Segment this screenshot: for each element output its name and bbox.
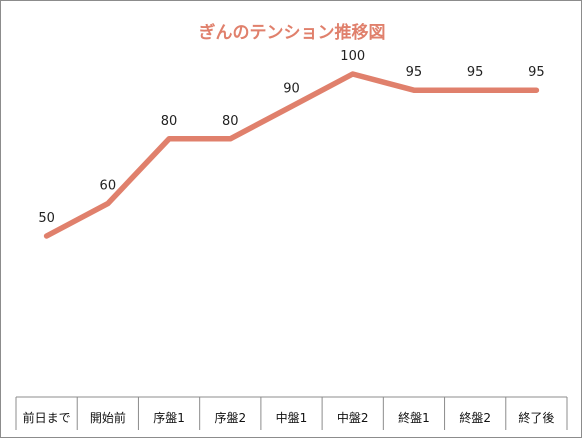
x-axis: 前日まで 開始前 序盤1 序盤2 中盤1 中盤2 終盤1 終盤2 終了後 (15, 396, 568, 430)
data-label: 95 (467, 65, 484, 80)
x-tick-label: 終了後 (518, 410, 554, 425)
x-tick-label: 終盤2 (459, 410, 491, 425)
chart-title: ぎんのテンション推移図 (199, 22, 386, 43)
series-group (43, 71, 540, 239)
x-tick-label: 開始前 (90, 410, 126, 425)
series-line (43, 71, 540, 239)
data-label: 80 (161, 114, 178, 129)
x-tick-label: 終盤1 (398, 410, 430, 425)
x-tick-label: 前日まで (23, 410, 71, 425)
data-label: 90 (283, 81, 300, 96)
x-tick-label: 序盤1 (153, 410, 185, 425)
x-tick-label: 中盤2 (337, 410, 369, 425)
data-labels: 50 60 80 80 90 100 95 95 95 (38, 49, 544, 226)
x-tick-label: 中盤1 (276, 410, 308, 425)
data-label: 95 (528, 65, 545, 80)
x-tick-label: 序盤2 (214, 410, 246, 425)
data-label: 50 (38, 211, 55, 226)
data-label: 60 (100, 179, 117, 194)
data-label: 95 (406, 65, 423, 80)
data-label: 100 (340, 49, 365, 64)
data-label: 80 (222, 114, 239, 129)
